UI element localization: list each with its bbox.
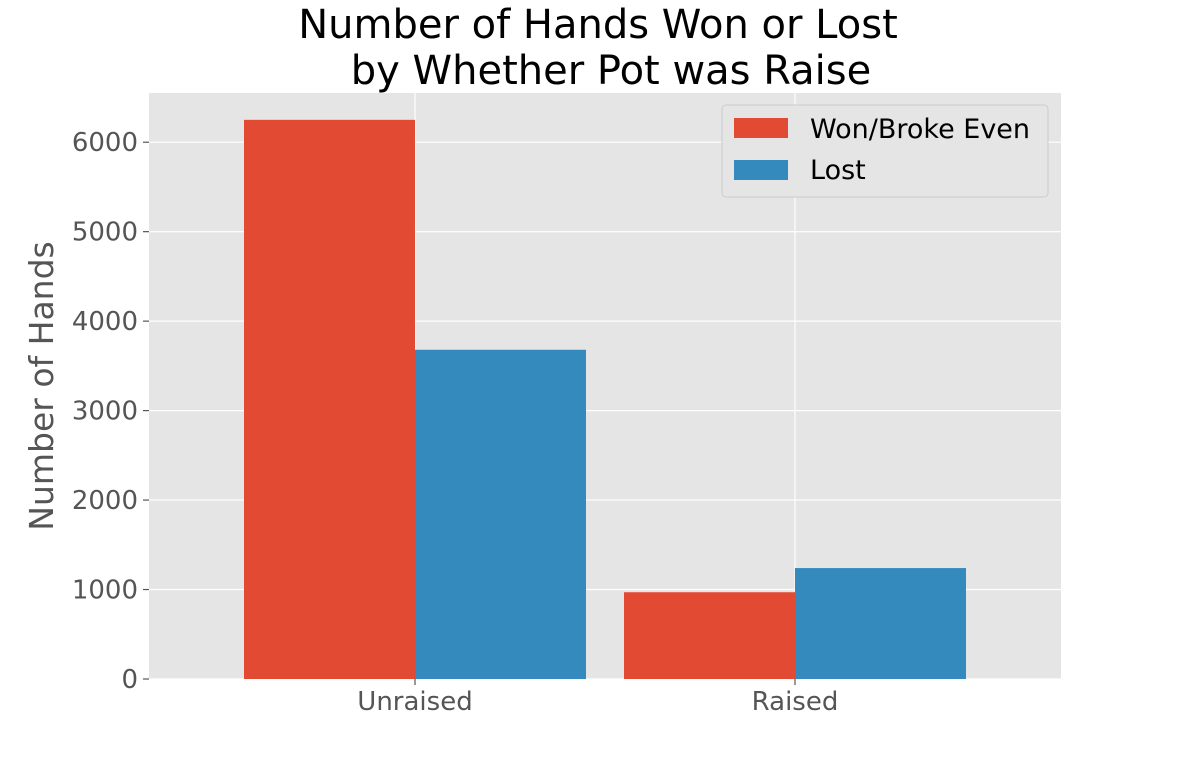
bar-won xyxy=(624,592,795,679)
y-tick-label: 2000 xyxy=(72,486,138,516)
bar-lost xyxy=(415,349,586,679)
bar-won xyxy=(244,119,415,679)
legend-label-lost: Lost xyxy=(810,155,866,186)
x-tick-label: Raised xyxy=(752,687,839,717)
axes: 0 1000 2000 3000 4000 5000 6000 Unraised Raised xyxy=(72,128,839,717)
y-tick-label: 3000 xyxy=(72,397,138,427)
legend-swatch-won xyxy=(734,118,788,138)
legend-frame xyxy=(721,104,1049,198)
bar-lost xyxy=(795,568,966,679)
y-tick-label: 1000 xyxy=(72,576,138,606)
y-axis-label: Number of Hands xyxy=(22,241,61,530)
chart-title-line-1: Number of Hands Won or Lost xyxy=(298,2,898,48)
y-tick-label: 6000 xyxy=(72,128,138,158)
chart-title-line-2: by Whether Pot was Raise xyxy=(351,48,871,94)
legend-label-won: Won/Broke Even xyxy=(810,114,1030,145)
legend-swatch-lost xyxy=(734,160,788,180)
y-tick-label: 5000 xyxy=(72,218,138,248)
y-tick-label: 4000 xyxy=(72,307,138,337)
bars xyxy=(244,119,966,679)
legend: Won/Broke Even Lost xyxy=(721,104,1049,198)
y-tick-label: 0 xyxy=(121,665,138,695)
x-tick-label: Unraised xyxy=(357,687,472,717)
